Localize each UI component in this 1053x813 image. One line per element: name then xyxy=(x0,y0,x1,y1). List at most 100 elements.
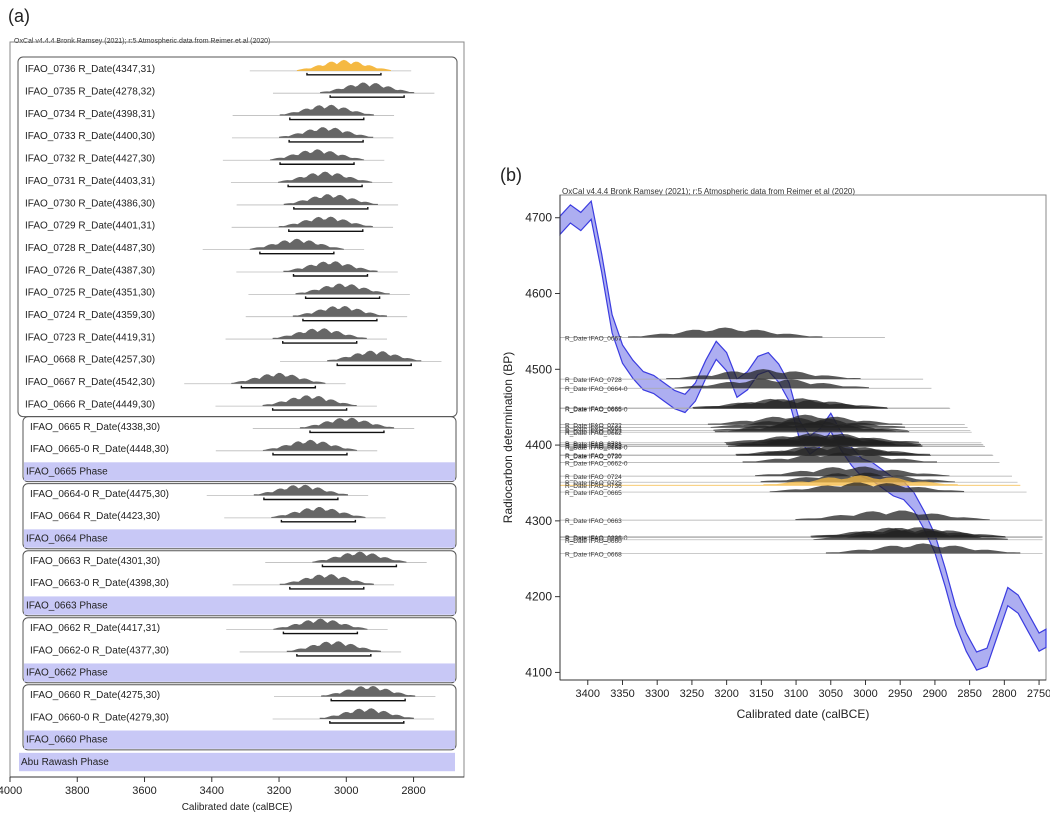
date-label: R_Date IFAO_0736 xyxy=(565,483,622,490)
date-label: IFAO_0665-0 R_Date(4448,30) xyxy=(30,444,169,455)
range-bracket xyxy=(336,363,412,367)
phase-group-box xyxy=(22,483,457,550)
phase-label: IFAO_0665 Phase xyxy=(26,466,108,477)
date-distribution xyxy=(278,171,373,183)
date-distribution xyxy=(262,439,358,451)
range-bracket xyxy=(309,430,385,434)
range-bracket xyxy=(287,184,363,188)
date-distribution xyxy=(755,466,950,477)
x-axis-title: Calibrated date (calBCE) xyxy=(737,707,870,721)
date-label: R_Date IFAO_0665-0 xyxy=(565,407,628,414)
range-bracket xyxy=(302,318,378,322)
date-distribution xyxy=(286,641,381,652)
date-label: R_Date IFAO_0724 xyxy=(565,474,622,481)
date-label: IFAO_0663 R_Date(4301,30) xyxy=(30,556,160,567)
range-bracket xyxy=(289,117,365,121)
phase-label: IFAO_0660 Phase xyxy=(26,735,108,746)
date-label: IFAO_0662-0 R_Date(4377,30) xyxy=(30,645,169,656)
x-tick-label: 3100 xyxy=(784,688,808,700)
range-bracket xyxy=(279,162,355,165)
range-bracket xyxy=(240,385,317,389)
date-distribution xyxy=(271,507,366,518)
x-tick-label: 3200 xyxy=(714,688,738,700)
range-bracket xyxy=(282,341,358,344)
date-distribution xyxy=(728,437,923,447)
date-label: R_Date IFAO_0735 xyxy=(565,536,622,543)
date-distribution xyxy=(714,422,910,433)
date-distribution xyxy=(312,551,407,563)
date-label: R_Date IFAO_0660-0 xyxy=(565,535,628,542)
date-distribution xyxy=(272,328,367,340)
date-label: R_Date IFAO_0668 xyxy=(565,551,622,558)
range-bracket xyxy=(330,698,406,702)
date-label: IFAO_0660-0 R_Date(4279,30) xyxy=(30,712,169,723)
y-tick-label: 4300 xyxy=(525,514,552,528)
date-label: R_Date IFAO_0725 xyxy=(565,480,622,487)
phase-band xyxy=(24,663,455,682)
date-label: IFAO_0664-0 R_Date(4475,30) xyxy=(30,489,169,500)
phase-label: IFAO_0663 Phase xyxy=(26,601,108,612)
date-label: IFAO_0729 R_Date(4401,31) xyxy=(25,221,155,232)
phase-group-box xyxy=(22,550,457,617)
date-label: IFAO_0662 R_Date(4417,31) xyxy=(30,623,160,634)
date-distribution xyxy=(295,283,390,295)
phase-group-box xyxy=(22,617,457,684)
date-label: R_Date IFAO_0664 xyxy=(565,426,622,433)
range-bracket xyxy=(306,72,382,76)
x-tick-label: 2750 xyxy=(1027,688,1050,700)
date-distribution xyxy=(327,350,422,362)
panel-b-header: OxCal v4.4.4 Bronk Ramsey (2021); r:5 At… xyxy=(562,187,856,196)
calibration-curve-chart: R_Date IFAO_0667 R_Date IFAO_0728 R_Date I… xyxy=(501,194,1050,721)
date-label: IFAO_0728 R_Date(4487,30) xyxy=(25,243,155,254)
range-bracket xyxy=(293,206,369,210)
date-label: R_Date IFAO_0663 xyxy=(565,518,622,525)
date-distribution xyxy=(269,149,365,161)
date-distribution xyxy=(813,530,1008,540)
range-bracket xyxy=(263,497,339,501)
date-distribution xyxy=(320,82,415,94)
date-distribution xyxy=(249,238,344,250)
date-distribution xyxy=(279,127,374,138)
date-label: IFAO_0663-0 R_Date(4398,30) xyxy=(30,578,169,589)
date-distribution xyxy=(795,510,990,521)
x-tick-label: 2950 xyxy=(888,688,912,700)
date-distribution xyxy=(278,216,373,228)
range-bracket xyxy=(289,586,365,590)
date-label: R_Date IFAO_0664-0 xyxy=(565,386,628,393)
phase-band xyxy=(24,462,455,481)
y-tick-label: 4100 xyxy=(525,665,552,679)
date-distribution xyxy=(736,446,931,456)
date-label: IFAO_0731 R_Date(4403,31) xyxy=(25,176,155,187)
y-tick-label: 4500 xyxy=(525,362,552,376)
phase-band xyxy=(24,529,455,548)
date-distribution xyxy=(273,618,368,630)
date-label: R_Date IFAO_0662-0 xyxy=(565,461,628,468)
x-tick-label: 2800 xyxy=(992,688,1016,700)
date-label: IFAO_0735 R_Date(4278,32) xyxy=(25,87,155,98)
range-bracket xyxy=(288,139,364,143)
range-bracket xyxy=(329,95,405,98)
date-label: IFAO_0733 R_Date(4400,30) xyxy=(25,131,155,142)
date-distribution xyxy=(763,475,958,486)
date-label: IFAO_0732 R_Date(4427,30) xyxy=(25,154,155,165)
date-distribution xyxy=(319,708,414,720)
y-axis-title: Radiocarbon determination (BP) xyxy=(501,352,515,523)
x-tick-label: 2800 xyxy=(401,785,425,797)
date-distribution xyxy=(262,395,357,407)
date-distribution xyxy=(321,686,416,697)
x-tick-label: 3350 xyxy=(610,688,634,700)
y-tick-label: 4400 xyxy=(525,438,552,452)
phase-label: Abu Rawash Phase xyxy=(21,757,109,768)
x-tick-label: 3300 xyxy=(645,688,669,700)
date-distribution xyxy=(825,543,1021,554)
date-distribution xyxy=(693,399,888,409)
date-distribution xyxy=(299,417,395,429)
date-label: IFAO_0668 R_Date(4257,30) xyxy=(25,355,155,366)
range-bracket xyxy=(280,519,357,523)
date-label: R_Date IFAO_0730 xyxy=(565,454,622,461)
phase-band xyxy=(24,730,455,749)
x-tick-label: 3400 xyxy=(576,688,600,700)
x-tick-label: 3400 xyxy=(200,785,224,797)
x-tick-label: 3200 xyxy=(267,785,291,797)
date-label: R_Date IFAO_0667 xyxy=(565,335,622,342)
